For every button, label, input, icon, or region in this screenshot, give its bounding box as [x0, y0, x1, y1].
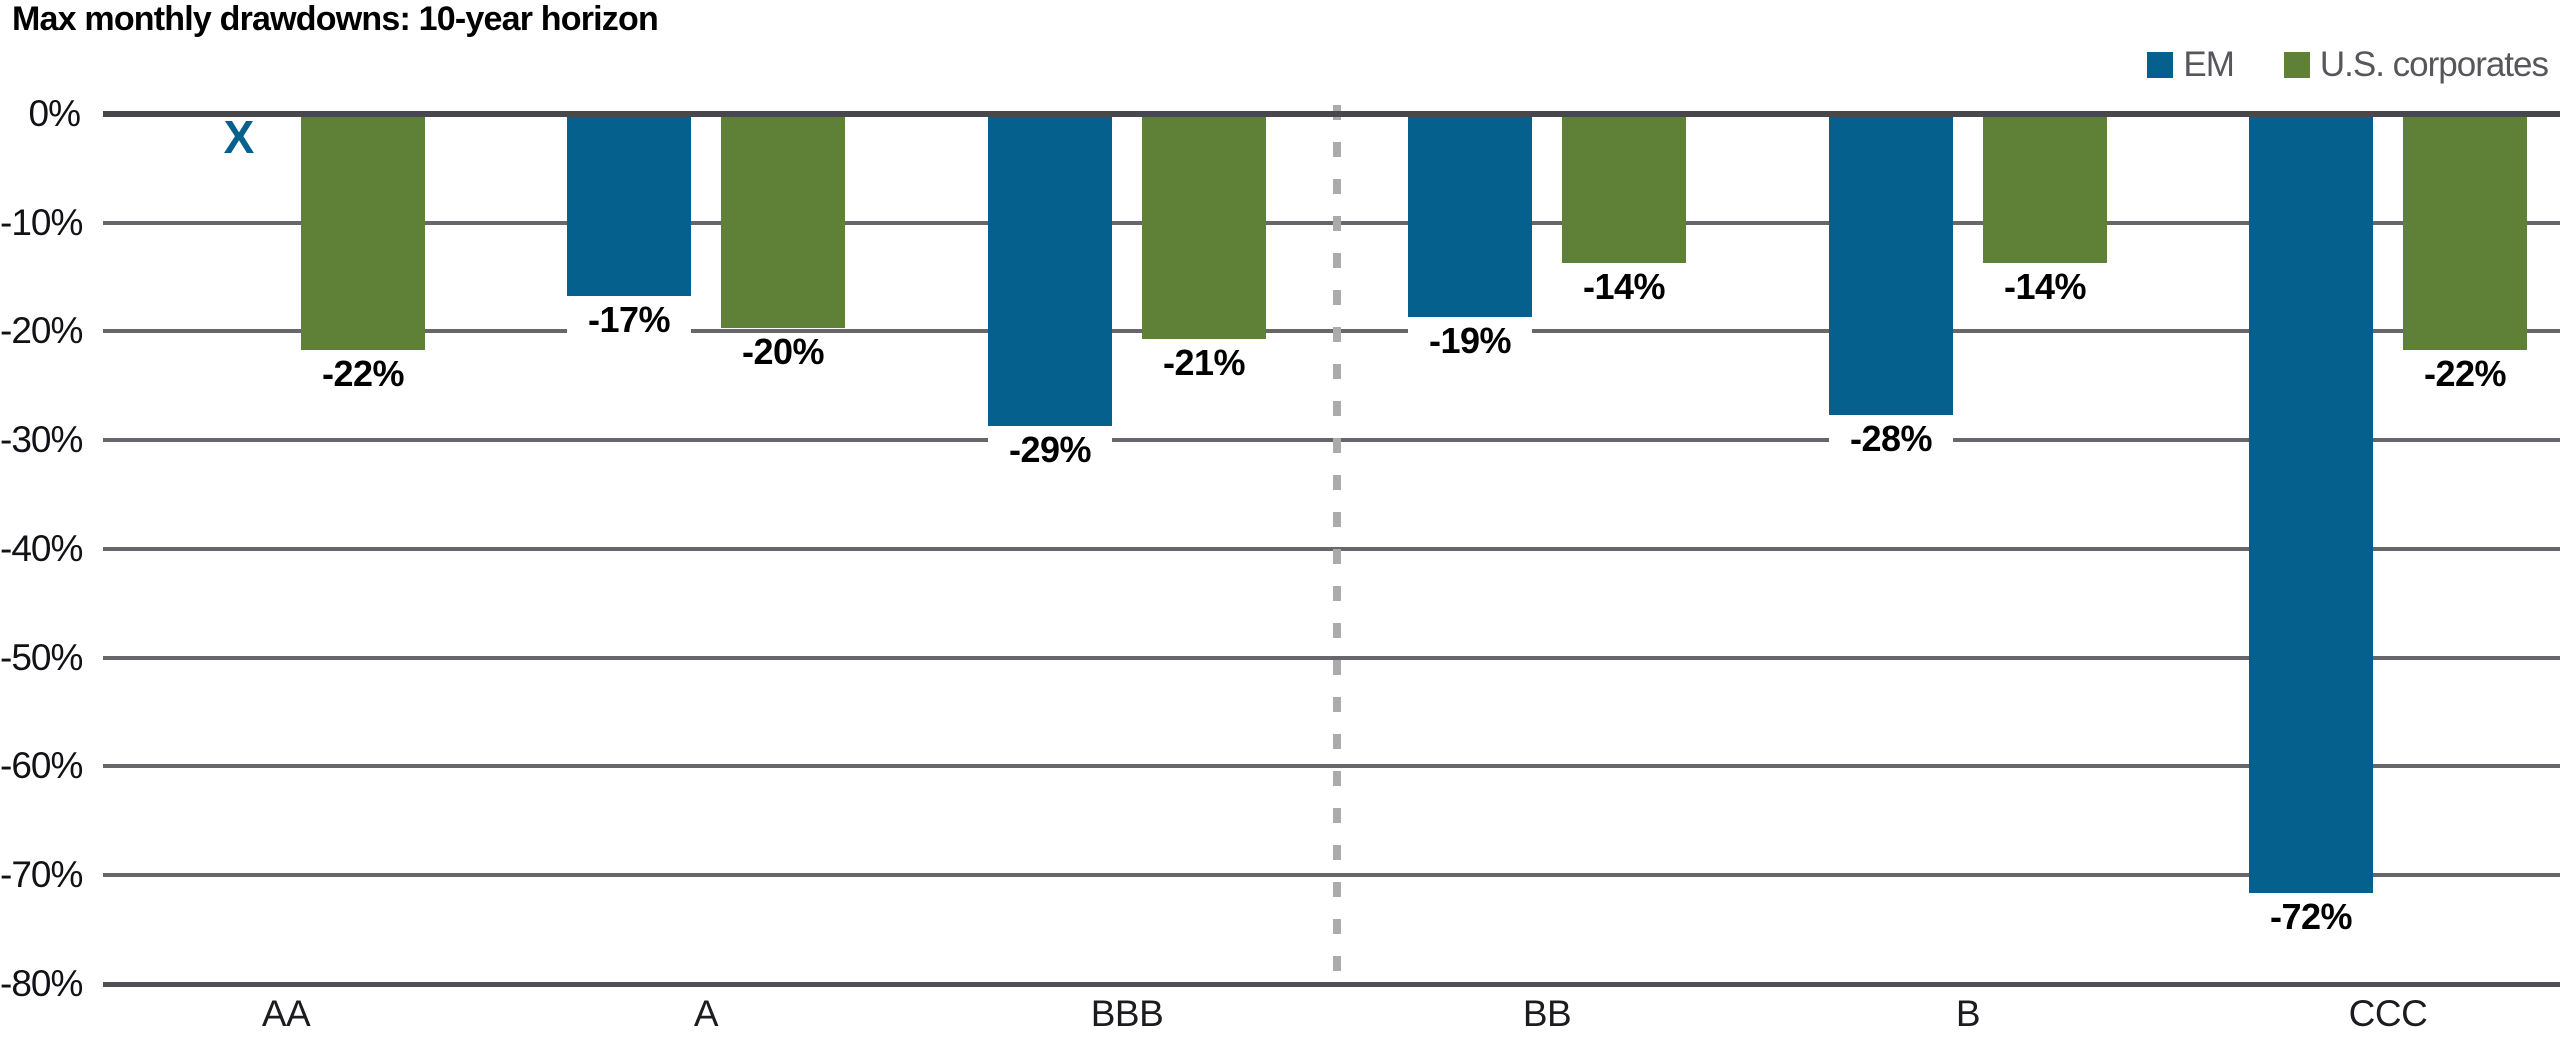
chart-title: Max monthly drawdowns: 10-year horizon	[12, 0, 659, 38]
gridline	[103, 547, 2560, 551]
bar-us-corporates	[721, 114, 845, 328]
bar-em	[567, 114, 691, 296]
bar-em	[1408, 114, 1532, 317]
y-axis-tick-label: -80%	[0, 963, 83, 1004]
legend-item-us-corporates: U.S. corporates	[2283, 45, 2549, 84]
bar-em	[2249, 114, 2373, 893]
bar-em	[1829, 114, 1953, 415]
legend-item-em: EM	[2147, 45, 2235, 84]
axis-bottom-line	[103, 982, 2560, 987]
bar-us-corporates	[1983, 114, 2107, 263]
gridline	[103, 221, 2560, 225]
category-label: A	[693, 993, 719, 1034]
y-axis-tick-label: -40%	[0, 528, 83, 569]
value-label: -14%	[1562, 268, 1686, 306]
rating-divider-dashed-line	[1333, 105, 1341, 983]
bar-us-corporates	[1142, 114, 1266, 339]
gridline	[103, 438, 2560, 442]
y-axis-tick-label: -70%	[0, 854, 83, 895]
y-axis-tick-label: -60%	[0, 745, 83, 786]
bar-us-corporates	[301, 114, 425, 350]
legend-label-us-corporates: U.S. corporates	[2319, 45, 2549, 84]
y-axis-tick-label: -10%	[0, 202, 83, 243]
value-label: -20%	[721, 333, 845, 371]
value-label: -22%	[2403, 355, 2527, 393]
gridline	[103, 764, 2560, 768]
value-label: -29%	[988, 431, 1112, 469]
us-corporates-swatch-icon	[2283, 52, 2310, 78]
y-axis-tick-label: -30%	[0, 419, 83, 460]
value-label: -19%	[1408, 322, 1532, 360]
value-label: -14%	[1983, 268, 2107, 306]
value-label: -28%	[1829, 420, 1953, 458]
gridline	[103, 656, 2560, 660]
zero-gridline	[103, 111, 2560, 117]
y-axis-tick-label: -20%	[0, 310, 83, 351]
category-label: B	[1955, 993, 1981, 1034]
category-label: CCC	[2348, 993, 2428, 1034]
em-swatch-icon	[2147, 52, 2174, 78]
value-label: -21%	[1142, 344, 1266, 382]
y-axis-tick-label: 0%	[28, 93, 81, 134]
category-label: AA	[261, 993, 311, 1034]
value-label: -17%	[567, 301, 691, 339]
category-label: BBB	[1090, 993, 1164, 1034]
value-label: -72%	[2249, 898, 2373, 936]
gridline	[103, 329, 2560, 333]
category-label: BB	[1522, 993, 1572, 1034]
bar-us-corporates	[1562, 114, 1686, 263]
legend-label-em: EM	[2183, 45, 2234, 84]
bar-us-corporates	[2403, 114, 2527, 350]
legend: EM U.S. corporates	[2147, 45, 2549, 84]
missing-data-x-marker: X	[223, 111, 255, 163]
gridline	[103, 873, 2560, 877]
y-axis-tick-label: -50%	[0, 637, 83, 678]
value-label: -22%	[301, 355, 425, 393]
bar-em	[988, 114, 1112, 426]
